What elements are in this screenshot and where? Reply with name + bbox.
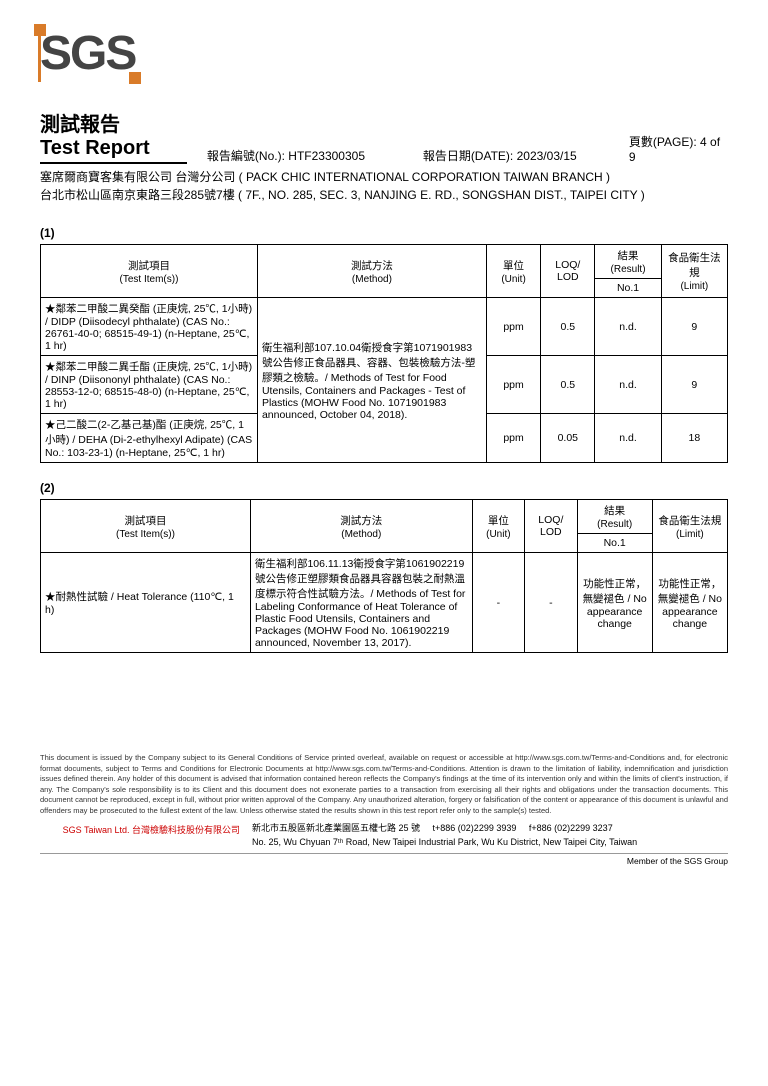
report-no: 報告編號(No.): HTF23300305 bbox=[207, 147, 403, 164]
table1-label: (1) bbox=[40, 226, 728, 240]
report-date: 報告日期(DATE): 2023/03/15 bbox=[423, 147, 609, 164]
table2-label: (2) bbox=[40, 481, 728, 495]
table-row: ★耐熱性試驗 / Heat Tolerance (110℃, 1 h) 衛生福利… bbox=[41, 553, 728, 653]
title-cn: 測試報告 bbox=[40, 108, 187, 137]
table1: 測試項目(Test Item(s)) 測試方法(Method) 單位(Unit)… bbox=[40, 244, 728, 463]
footer: SGS Taiwan Ltd. 台灣檢驗科技股份有限公司 新北市五股區新北產業園… bbox=[40, 822, 728, 849]
client-address: 塞席爾商寶客集有限公司 台灣分公司 ( PACK CHIC INTERNATIO… bbox=[40, 168, 728, 204]
page-number: 頁數(PAGE): 4 of 9 bbox=[629, 133, 728, 164]
member-line: Member of the SGS Group bbox=[40, 853, 728, 866]
sgs-logo: SGS bbox=[40, 30, 135, 78]
header-row: 測試報告 Test Report 報告編號(No.): HTF23300305 … bbox=[40, 108, 728, 164]
table-row: ★鄰苯二甲酸二異癸酯 (正庚烷, 25℃, 1小時) / DIDP (Diiso… bbox=[41, 298, 728, 356]
title-en: Test Report bbox=[40, 137, 187, 164]
fine-print: This document is issued by the Company s… bbox=[40, 753, 728, 816]
footer-company: SGS Taiwan Ltd. 台灣檢驗科技股份有限公司 bbox=[40, 822, 240, 838]
table2: 測試項目(Test Item(s)) 測試方法(Method) 單位(Unit)… bbox=[40, 499, 728, 653]
